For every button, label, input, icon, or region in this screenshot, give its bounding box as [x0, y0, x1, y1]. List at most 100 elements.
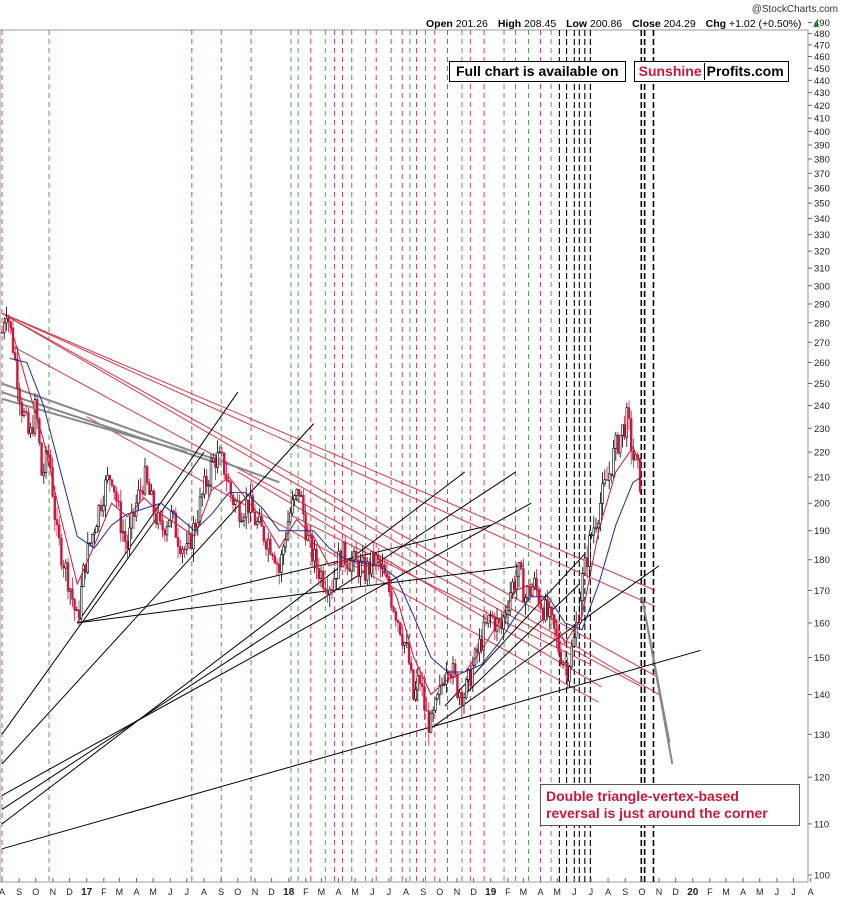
black-trend-line: [1, 471, 516, 810]
candle-body: [277, 563, 281, 573]
y-tick-label: 440: [814, 76, 830, 87]
y-tick-label: 470: [814, 40, 830, 51]
candle-body: [478, 638, 481, 654]
y-tick-label: 350: [814, 199, 830, 210]
brand-link[interactable]: Sunshine Profits.com: [633, 61, 789, 82]
candle-body: [223, 452, 226, 475]
y-tick-label: 110: [814, 819, 829, 830]
candle-body: [91, 533, 94, 544]
candle-body: [579, 600, 582, 623]
y-tick-label: 170: [814, 586, 830, 597]
candle-body: [214, 457, 217, 468]
candle-body: [255, 521, 259, 526]
candle-body: [326, 590, 329, 595]
candle-body: [618, 435, 622, 454]
candle-body: [638, 458, 642, 492]
x-tick-label: A: [336, 887, 342, 897]
candle-body: [130, 511, 133, 529]
candle-body: [319, 570, 323, 580]
x-tick-label: F: [505, 887, 511, 897]
y-tick-label: 260: [814, 358, 830, 369]
candle-body: [132, 511, 136, 517]
candle-body: [464, 679, 468, 698]
candle-body: [201, 494, 204, 498]
y-tick-label: 190: [814, 526, 830, 537]
candle-body: [24, 411, 28, 413]
candle-body: [308, 534, 312, 537]
candle-body: [429, 712, 433, 733]
x-tick-label: M: [116, 887, 124, 897]
gray-trend-line: [1, 397, 188, 454]
black-trend-line: [76, 391, 239, 624]
candle-body: [64, 562, 68, 569]
x-tick-label: 20: [687, 887, 699, 898]
x-tick-label: F: [101, 887, 107, 897]
candle-body: [462, 697, 466, 706]
candle-body: [592, 527, 596, 536]
x-tick-label: S: [16, 887, 22, 897]
candle-body: [179, 546, 182, 554]
candle-body: [486, 615, 490, 624]
candle-body: [621, 424, 624, 436]
candle-body: [552, 614, 556, 629]
candle-body: [33, 399, 37, 434]
candle-body: [139, 489, 142, 492]
candle-body: [253, 512, 257, 526]
candle-body: [418, 674, 422, 684]
candle-body: [154, 513, 158, 525]
candle-body: [601, 483, 604, 504]
candle-body: [115, 491, 118, 502]
candle-body: [403, 642, 406, 646]
candle-body: [546, 599, 549, 617]
candle-body: [445, 672, 448, 685]
y-tick-label: 210: [814, 473, 830, 484]
y-tick-label: 420: [814, 101, 830, 112]
candle-body: [168, 520, 171, 527]
x-tick-label: M: [149, 887, 157, 897]
candle-body: [447, 672, 450, 675]
x-tick-label: A: [605, 887, 611, 897]
candle-body: [143, 466, 147, 495]
x-tick-label: D: [268, 887, 275, 897]
candle-body: [607, 473, 611, 481]
candle-body: [409, 662, 413, 671]
candle-body: [324, 588, 327, 591]
candle-body: [341, 541, 345, 568]
y-tick-label: 250: [814, 379, 830, 390]
x-tick-label: A: [0, 887, 5, 897]
candle-body: [469, 669, 472, 687]
x-tick-label: 19: [485, 887, 497, 898]
candle-body: [117, 500, 120, 503]
candle-body: [365, 561, 369, 581]
candle-body: [632, 450, 635, 461]
candle-body: [69, 588, 72, 592]
x-tick-label: F: [303, 887, 309, 897]
candle-body: [203, 476, 206, 495]
candle-body: [405, 642, 408, 644]
candle-body: [416, 674, 419, 691]
x-tick-label: J: [168, 887, 173, 897]
close-label: Close: [632, 18, 661, 30]
candle-body: [157, 511, 160, 525]
candle-body: [332, 578, 336, 592]
candle-body: [438, 685, 441, 695]
x-tick-label: M: [520, 887, 528, 897]
candle-body: [291, 499, 294, 514]
candle-body: [616, 434, 620, 454]
candle-body: [16, 358, 19, 389]
candle-body: [544, 599, 547, 621]
candle-body: [273, 555, 276, 564]
candle-body: [566, 662, 569, 682]
candle-body: [207, 484, 210, 487]
candle-body: [174, 512, 177, 538]
candle-body: [559, 651, 563, 665]
candle-body: [88, 542, 92, 545]
candle-body: [0, 332, 4, 334]
black-trend-line: [427, 565, 660, 731]
candle-body: [596, 523, 600, 529]
y-tick-label: 270: [814, 338, 830, 349]
candle-body: [22, 411, 26, 416]
candle-body: [95, 526, 98, 533]
banner-text: Full chart is available on: [449, 61, 626, 82]
